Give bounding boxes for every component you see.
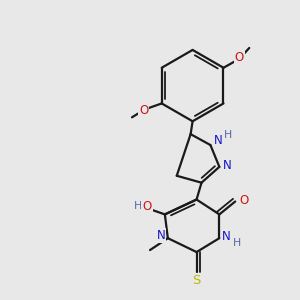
Text: N: N bbox=[222, 230, 231, 243]
Text: S: S bbox=[192, 274, 201, 287]
Text: N: N bbox=[214, 134, 223, 147]
Text: O: O bbox=[139, 104, 148, 117]
Text: H: H bbox=[134, 202, 142, 212]
Text: O: O bbox=[239, 194, 249, 207]
Text: H: H bbox=[233, 238, 241, 248]
Text: N: N bbox=[157, 229, 165, 242]
Text: O: O bbox=[142, 200, 152, 213]
Text: N: N bbox=[223, 159, 232, 172]
Text: H: H bbox=[224, 130, 232, 140]
Text: O: O bbox=[235, 51, 244, 64]
